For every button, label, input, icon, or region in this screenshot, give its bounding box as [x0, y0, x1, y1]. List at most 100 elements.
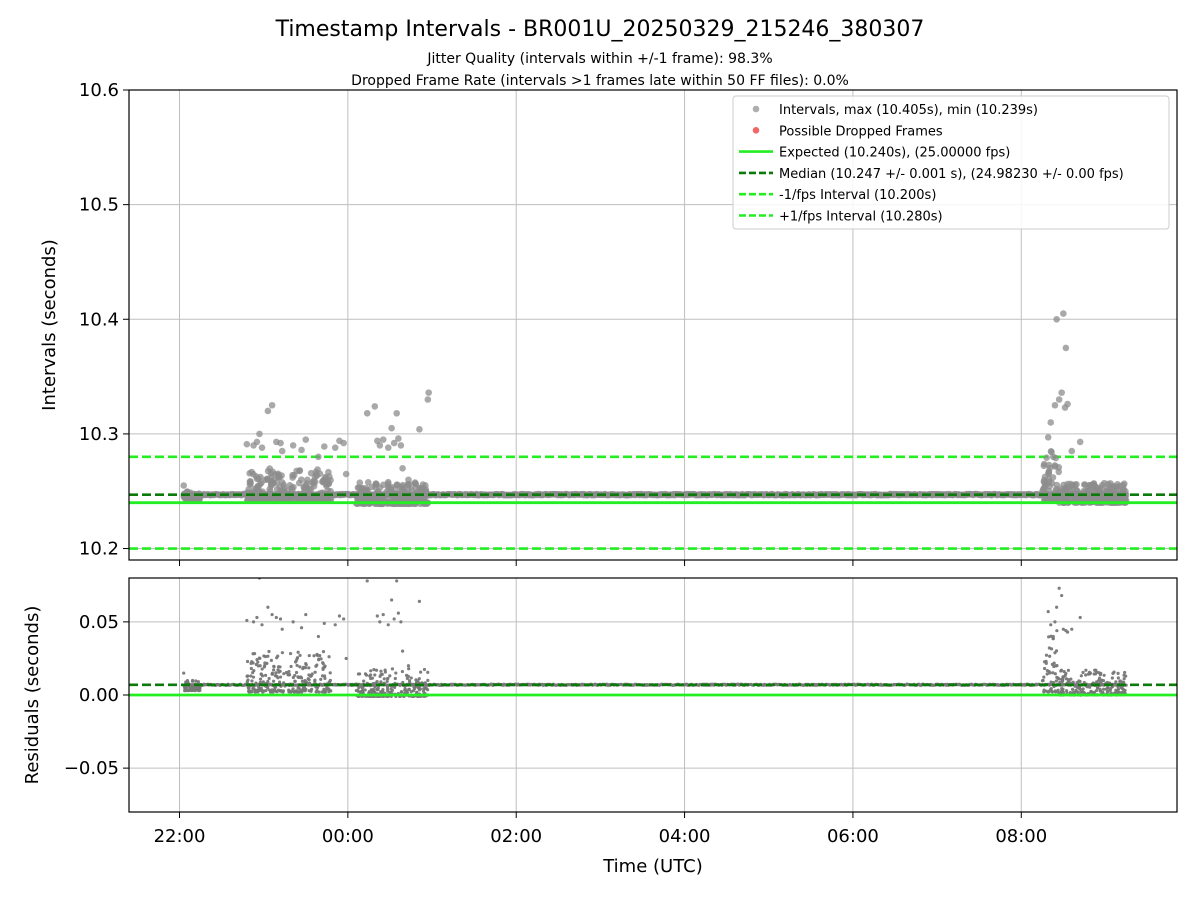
interval-point [280, 651, 284, 655]
interval-point [1076, 690, 1080, 694]
interval-point [306, 486, 313, 494]
outlier-point [417, 599, 422, 604]
interval-point [271, 690, 275, 694]
interval-point [1042, 666, 1047, 671]
point-cluster [354, 667, 430, 699]
interval-point [284, 670, 289, 675]
interval-point [371, 687, 376, 692]
interval-point [307, 653, 311, 658]
interval-point [393, 676, 397, 681]
interval-point [319, 657, 323, 661]
interval-point [1063, 673, 1067, 677]
interval-point [1045, 461, 1053, 469]
outlier-point [371, 403, 379, 410]
outlier-point [251, 620, 256, 624]
interval-point [394, 671, 398, 675]
interval-point [1050, 689, 1054, 694]
outlier-point [1044, 434, 1052, 441]
outlier-point [384, 444, 392, 451]
interval-point [361, 487, 369, 495]
interval-point [245, 680, 249, 684]
x-tick-label: 06:00 [827, 826, 879, 847]
interval-point [1045, 470, 1052, 477]
outlier-point [274, 615, 278, 620]
outlier-point [253, 438, 261, 446]
outlier-point [1053, 620, 1057, 624]
legend-box [732, 95, 1170, 230]
point-cluster [245, 649, 333, 694]
interval-point [266, 679, 270, 684]
interval-point [251, 675, 256, 679]
outlier-point [270, 612, 274, 617]
outlier-point [258, 444, 266, 451]
interval-point [412, 484, 419, 492]
interval-point [374, 668, 379, 672]
interval-point [278, 675, 283, 679]
interval-point [270, 671, 275, 675]
outlier-point [182, 671, 186, 675]
interval-point [1062, 485, 1070, 493]
interval-point [276, 473, 283, 481]
outlier-point [365, 579, 369, 583]
outlier-point [426, 678, 430, 682]
interval-point [251, 687, 255, 691]
interval-point [1062, 670, 1066, 674]
outlier-point [395, 435, 402, 442]
y-tick-label: 10.4 [79, 309, 119, 330]
interval-point [303, 679, 307, 683]
outlier-point [406, 664, 411, 668]
interval-point [322, 665, 326, 669]
interval-point [262, 476, 270, 484]
x-tick-label: 02:00 [490, 826, 542, 847]
interval-point [328, 671, 332, 675]
interval-point [254, 681, 258, 685]
legend-label: Median (10.247 +/- 0.001 s), (24.98230 +… [779, 167, 1124, 182]
outlier-point [302, 436, 310, 443]
interval-point [1066, 668, 1070, 672]
interval-point [314, 664, 318, 668]
y-axis-label: Residuals (seconds) [22, 606, 43, 785]
interval-point [293, 673, 297, 678]
interval-point [259, 672, 263, 676]
interval-point [295, 663, 299, 668]
point-cluster [183, 678, 202, 693]
interval-point [267, 649, 271, 654]
interval-point [363, 672, 368, 676]
interval-point [1048, 479, 1056, 487]
interval-point [415, 690, 419, 694]
data-layer [129, 310, 1177, 550]
interval-point [304, 687, 308, 691]
interval-point [327, 655, 331, 659]
interval-point [1052, 661, 1056, 665]
interval-point [196, 680, 200, 684]
interval-point [369, 669, 373, 673]
interval-point [307, 678, 311, 682]
interval-point [267, 682, 272, 686]
interval-point [1040, 462, 1048, 470]
outlier-point [1055, 396, 1063, 403]
data-layer [129, 578, 1177, 699]
interval-point [194, 679, 198, 683]
outlier-point [405, 476, 412, 484]
outlier-point [201, 491, 209, 498]
point-cluster [243, 465, 335, 504]
interval-point [384, 478, 392, 486]
interval-point [1052, 681, 1056, 685]
interval-point [1073, 481, 1080, 488]
interval-point [1045, 672, 1049, 676]
interval-point [193, 688, 197, 693]
interval-point [323, 481, 330, 488]
outlier-point [390, 598, 394, 602]
interval-point [279, 689, 283, 693]
interval-point [301, 688, 305, 692]
outlier-point [203, 683, 207, 687]
interval-point [256, 690, 260, 694]
interval-point [1055, 468, 1063, 476]
interval-point [302, 481, 310, 489]
interval-point [1048, 671, 1052, 675]
interval-point [245, 659, 250, 664]
outlier-point [1061, 627, 1065, 631]
outlier-points [180, 310, 1084, 506]
outlier-point [1047, 419, 1055, 426]
interval-point [385, 679, 389, 683]
